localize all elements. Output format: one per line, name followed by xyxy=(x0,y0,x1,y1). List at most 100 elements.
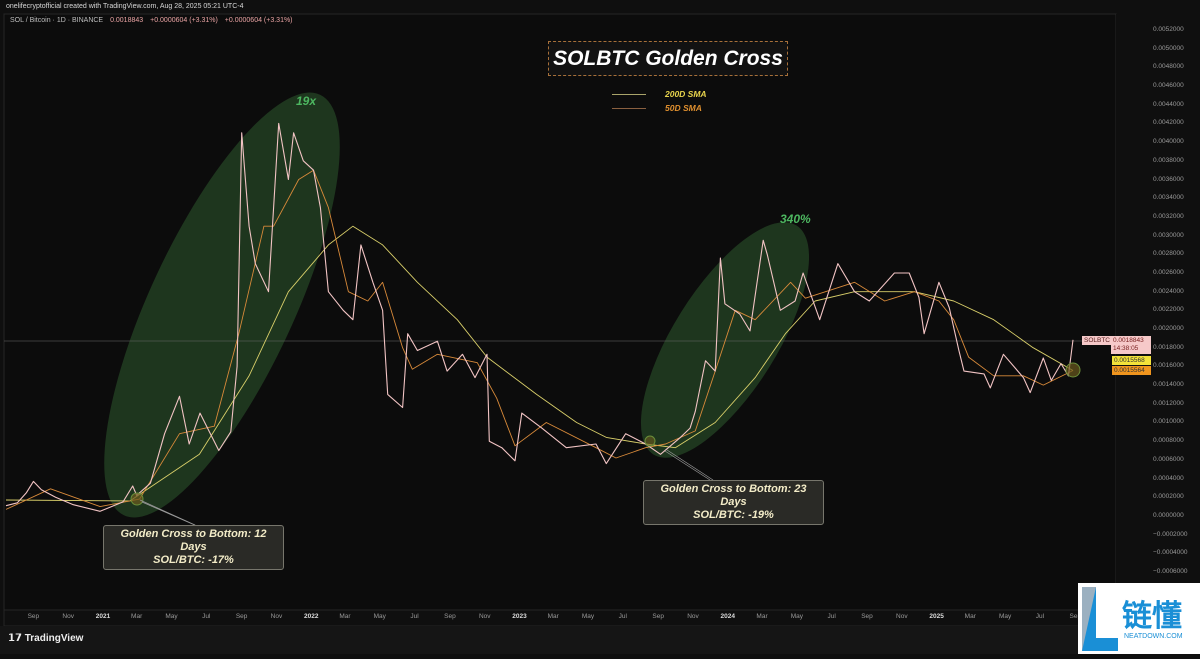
y-tick-label: 0.0008000 xyxy=(1153,437,1184,445)
symbol-name[interactable]: SOL / Bitcoin · 1D · BINANCE xyxy=(10,17,104,24)
x-tick-label: May xyxy=(165,613,178,620)
legend-swatch-200d xyxy=(612,93,646,95)
callout-leader-2 xyxy=(664,449,714,481)
rally-highlight-2021 xyxy=(104,92,340,518)
y-tick-label: 0.0004000 xyxy=(1153,474,1184,482)
x-tick-label: Mar xyxy=(339,613,351,620)
callout-leader-1 xyxy=(139,499,198,527)
y-tick-label: 0.0000000 xyxy=(1153,511,1184,519)
x-tick-label: May xyxy=(373,613,386,620)
symbol-price-tag: SOLBTC xyxy=(1082,336,1113,345)
symbol-legend: SOL / Bitcoin · 1D · BINANCE 0.0018843 +… xyxy=(10,17,298,24)
y-tick-label: 0.0046000 xyxy=(1153,82,1184,90)
y-tick-label: 0.0040000 xyxy=(1153,138,1184,146)
watermark-sub: NEATDOWN.COM xyxy=(1124,633,1183,640)
y-tick-label: 0.0002000 xyxy=(1153,493,1184,501)
x-tick-label: Sep xyxy=(444,613,456,620)
bar-countdown: 14:38:05 xyxy=(1113,345,1139,352)
last-price: 0.0018843 xyxy=(110,17,144,24)
callout-2023-line2: SOL/BTC: -19% xyxy=(693,509,774,521)
tradingview-logo[interactable]: 𝟭𝟳 TradingView xyxy=(8,633,83,644)
x-tick-label: Jul xyxy=(410,613,419,620)
last-price-tag: 0.0018843 14:38:05 xyxy=(1111,336,1151,354)
x-tick-label: Sep xyxy=(1069,613,1082,620)
callout-2021-line1: Golden Cross to Bottom: 12 Days xyxy=(120,528,267,553)
callout-2021-line2: SOL/BTC: -17% xyxy=(153,554,234,566)
attribution: onelifecryptofficial created with Tradin… xyxy=(6,3,244,10)
x-tick-label: Nov xyxy=(687,613,699,620)
y-tick-label: 0.0022000 xyxy=(1153,306,1184,314)
gain-label-340: 340% xyxy=(780,212,811,226)
y-tick-label: 0.0028000 xyxy=(1153,250,1184,258)
y-tick-label: 0.0032000 xyxy=(1153,212,1184,220)
y-tick-label: 0.0030000 xyxy=(1153,231,1184,239)
y-tick-label: 0.0036000 xyxy=(1153,175,1184,183)
x-tick-label: 2021 xyxy=(95,613,111,620)
x-tick-label: Nov xyxy=(62,613,74,620)
x-tick-label: May xyxy=(790,613,803,620)
x-tick-label: Jul xyxy=(1035,613,1045,620)
change-2: +0.0000604 (+3.31%) xyxy=(224,17,293,24)
y-tick-label: 0.0044000 xyxy=(1153,100,1184,108)
callout-2023: Golden Cross to Bottom: 23 Days SOL/BTC:… xyxy=(643,480,824,525)
sma50-price-tag: 0.0015564 xyxy=(1112,366,1151,375)
x-tick-label: Mar xyxy=(547,613,559,620)
golden-cross-marker-2025 xyxy=(1065,362,1081,378)
series-line-solbtc xyxy=(5,122,1074,512)
legend-50d: 50D SMA xyxy=(612,101,707,115)
x-tick-label: Nov xyxy=(478,613,491,620)
callout-2021: Golden Cross to Bottom: 12 Days SOL/BTC:… xyxy=(103,525,284,570)
watermark-l-icon xyxy=(1082,587,1118,651)
y-tick-label: 0.0038000 xyxy=(1153,156,1184,164)
x-tick-label: Sep xyxy=(235,613,248,620)
x-tick-label: Jul xyxy=(618,613,627,620)
tradingview-logo-text: TradingView xyxy=(24,633,84,644)
watermark-logo: 链懂 NEATDOWN.COM xyxy=(1078,583,1200,654)
x-tick-label: Nov xyxy=(896,613,908,620)
y-tick-label: 0.0034000 xyxy=(1153,194,1184,202)
x-tick-label: 2023 xyxy=(512,613,527,620)
gain-label-19x: 19x xyxy=(296,94,317,108)
y-tick-label: 0.0014000 xyxy=(1153,381,1184,389)
x-tick-label: 2025 xyxy=(929,613,944,620)
x-tick-label: May xyxy=(998,613,1012,620)
series-line-200d-sma xyxy=(5,225,1074,502)
tradingview-logo-icon: 𝟭𝟳 xyxy=(8,633,25,644)
series-line-50d-sma xyxy=(5,169,1074,510)
change: +0.0000604 (+3.31%) xyxy=(150,17,218,24)
last-price-value: 0.0018843 xyxy=(1113,337,1144,344)
x-tick-label: Sep xyxy=(27,613,40,620)
y-tick-label: 0.0048000 xyxy=(1153,63,1184,71)
watermark-text: 链懂 xyxy=(1122,599,1182,634)
legend: 200D SMA 50D SMA xyxy=(612,87,707,115)
y-tick-label: 0.0016000 xyxy=(1153,362,1184,370)
legend-label-50d: 50D SMA xyxy=(665,103,702,113)
x-tick-label: Mar xyxy=(756,613,768,620)
x-tick-label: Nov xyxy=(270,613,283,620)
y-tick-label: −0.0004000 xyxy=(1153,549,1188,557)
y-tick-label: 0.0042000 xyxy=(1153,119,1184,127)
legend-swatch-50d xyxy=(612,107,646,109)
x-tick-label: 2022 xyxy=(304,613,319,620)
y-tick-label: 0.0012000 xyxy=(1153,399,1184,407)
y-tick-label: −0.0002000 xyxy=(1153,530,1188,538)
callout-2023-line1: Golden Cross to Bottom: 23 Days xyxy=(660,483,807,508)
y-tick-label: 0.0010000 xyxy=(1153,418,1184,426)
x-tick-label: Mar xyxy=(964,613,976,620)
footer-bar xyxy=(0,626,1200,654)
x-tick-label: Mar xyxy=(131,613,143,620)
price-axis[interactable] xyxy=(1116,14,1200,610)
sma200-price-tag: 0.0015568 xyxy=(1112,356,1151,365)
y-tick-label: 0.0018000 xyxy=(1153,343,1184,351)
golden-cross-marker-2021 xyxy=(130,492,144,506)
x-tick-label: 2024 xyxy=(720,613,736,620)
chart-title-box: SOLBTC Golden Cross xyxy=(548,41,788,76)
legend-label-200d: 200D SMA xyxy=(665,89,707,99)
x-tick-label: Jul xyxy=(202,613,211,620)
x-tick-label: Sep xyxy=(652,613,664,620)
y-tick-label: 0.0006000 xyxy=(1153,455,1184,463)
legend-200d: 200D SMA xyxy=(612,87,707,101)
y-tick-label: −0.0006000 xyxy=(1153,568,1188,575)
y-tick-label: 0.0024000 xyxy=(1153,287,1184,295)
